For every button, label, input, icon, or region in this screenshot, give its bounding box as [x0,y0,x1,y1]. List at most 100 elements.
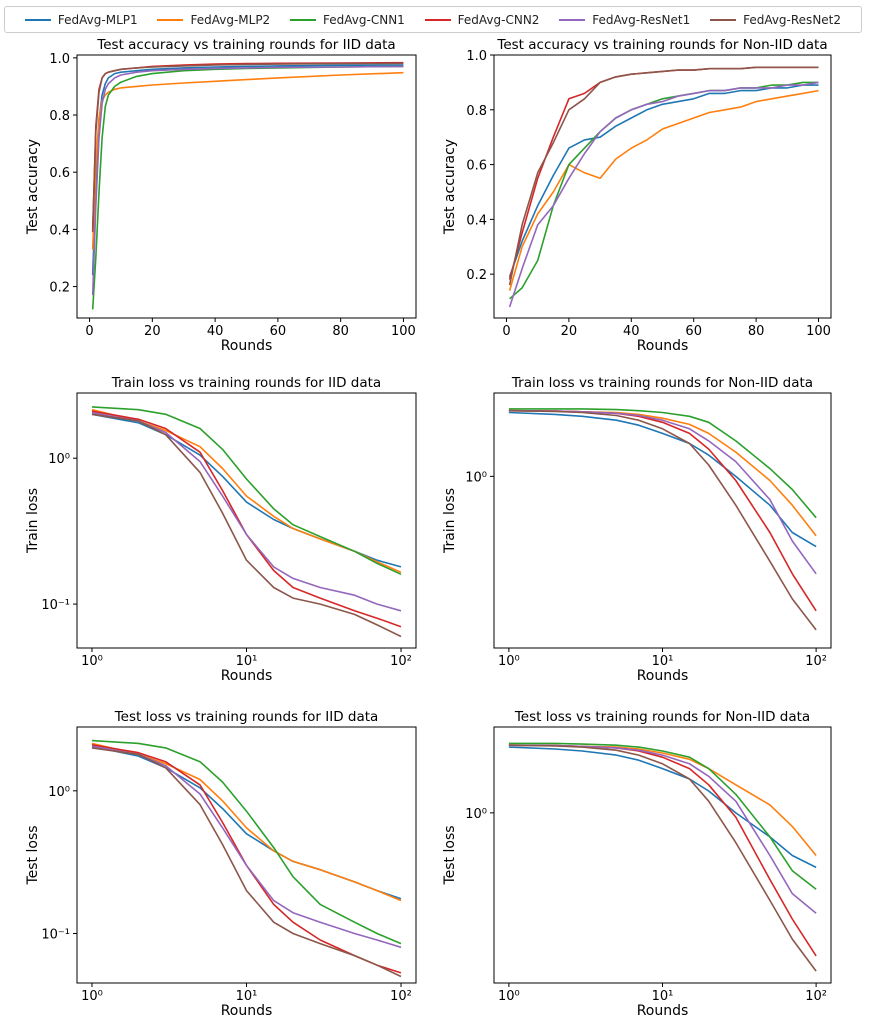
chart-panel: 10⁰ 10¹ 10² 10⁻¹ 10⁰ Test loss vs training ro… [25,709,417,1019]
chart-panel: 10⁰ 10¹ 10² 10⁻¹ 10⁰ Train loss vs training r… [25,375,417,684]
y-axis-label: Test loss [442,825,458,885]
series-line-fedavg-mlp2 [508,744,817,857]
legend-swatch [424,18,451,21]
y-axis-label: Test loss [25,825,41,885]
series-line-fedavg-resnet1 [91,745,402,949]
chart-title: Train loss vs training rounds for Non-II… [511,375,813,391]
x-tick-label: 10² [390,654,412,669]
x-tick-label: 0 [502,324,510,339]
series-line-fedavg-mlp1 [91,64,404,276]
series-line-fedavg-mlp1 [508,84,819,278]
x-tick-label: 80 [332,324,349,339]
x-tick-label: 60 [270,324,287,339]
series-line-fedavg-resnet2 [91,747,402,978]
y-tick-label: 10⁰ [48,452,70,467]
y-tick-label: 10⁻¹ [41,928,70,943]
y-tick-label: 0.2 [466,268,487,283]
x-tick-label: 10² [805,654,827,669]
legend-swatch [290,18,317,21]
legend-label: FedAvg-CNN1 [323,12,405,27]
chart-panel: 10⁰ 10¹ 10² 10⁰ Train loss vs training round… [442,375,832,684]
axes-frame [76,54,417,319]
x-tick-label: 10² [390,989,412,1004]
y-tick-label: 1.0 [466,49,487,64]
series-line-fedavg-cnn1 [91,65,404,310]
legend-item-mlp1: FedAvg-MLP1 [24,13,138,27]
series-line-fedavg-resnet2 [508,409,817,631]
chart-panel: 0 20 40 60 80 100 0.2 0.4 0.6 0.8 1.0 Test accuracy… [442,37,832,354]
y-axis-label: Test accuracy [25,139,41,235]
series-line-fedavg-cnn2 [91,410,402,628]
series-line-fedavg-cnn1 [508,408,817,519]
y-tick-label: 0.4 [49,223,70,238]
x-tick-label: 10⁰ [81,989,103,1004]
legend-swatch [559,18,586,21]
y-axis-label: Test accuracy [442,139,458,235]
y-tick-label: 10⁰ [465,470,487,485]
chart-title: Train loss vs training rounds for IID da… [111,375,381,391]
legend-item-cnn2: FedAvg-CNN2 [424,12,540,27]
legend-label: FedAvg-MLP2 [190,12,271,27]
series-group [508,408,817,631]
x-tick-label: 40 [623,324,640,339]
series-line-fedavg-resnet1 [91,65,404,296]
legend: FedAvg-MLP1 FedAvg-MLP2 FedAvg-CNN1 FedA… [4,6,862,33]
axes-frame [76,726,417,984]
y-tick-label: 0.2 [49,281,70,296]
x-axis-label: Rounds [637,1003,689,1019]
series-line-fedavg-resnet2 [91,62,404,233]
series-line-fedavg-cnn2 [508,744,817,957]
chart-title: Test loss vs training rounds for Non-IID… [514,709,810,725]
y-tick-label: 0.6 [49,166,70,181]
chart-panel: 10⁰ 10¹ 10² 10⁰ Test loss vs training rounds… [442,709,832,1019]
x-axis-label: Rounds [637,338,689,354]
series-line-fedavg-cnn1 [509,81,819,300]
series-line-fedavg-mlp1 [508,411,817,548]
axes-frame [493,54,832,319]
x-tick-label: 10² [805,989,827,1004]
y-tick-label: 0.8 [466,104,487,119]
x-tick-label: 10¹ [652,654,674,669]
y-tick-label: 10⁻¹ [41,598,70,613]
legend-item-mlp2: FedAvg-MLP2 [157,13,270,27]
x-tick-label: 60 [685,324,702,339]
x-axis-label: Rounds [637,668,689,684]
x-tick-label: 10¹ [236,989,258,1004]
series-line-fedavg-mlp1 [91,745,402,900]
series-line-fedavg-cnn2 [508,409,817,612]
y-axis-label: Train loss [442,488,458,554]
legend-label: FedAvg-CNN2 [457,12,540,27]
x-tick-label: 10¹ [652,989,674,1004]
x-tick-label: 10⁰ [81,654,103,669]
series-line-fedavg-cnn1 [91,406,402,576]
series-line-fedavg-mlp2 [91,742,402,902]
chart-title: Test accuracy vs training rounds for Non… [496,37,827,53]
series-line-fedavg-mlp2 [508,89,819,291]
legend-item-resnet2: FedAvg-ResNet2 [710,13,841,27]
x-tick-label: 100 [806,324,831,339]
x-axis-label: Rounds [221,1003,273,1019]
chart-panel: 0 20 40 60 80 100 0.2 0.4 0.6 0.8 1.0 Test accuracy… [25,37,417,354]
series-line-fedavg-mlp1 [91,413,402,568]
series-line-fedavg-cnn2 [91,61,404,230]
x-tick-label: 10¹ [236,654,258,669]
x-axis-label: Rounds [221,668,273,684]
chart-title: Test accuracy vs training rounds for IID… [96,37,395,53]
series-line-fedavg-mlp1 [508,746,817,869]
series-line-fedavg-cnn1 [508,742,817,890]
legend-label: FedAvg-ResNet1 [592,12,691,27]
x-axis-label: Rounds [221,338,273,354]
series-group [91,61,404,310]
series-line-fedavg-resnet1 [508,409,817,575]
x-tick-label: 0 [85,324,93,339]
axes-frame [76,392,417,649]
y-tick-label: 10⁰ [48,785,70,800]
axes-frame [493,726,832,984]
series-group [91,406,402,638]
series-line-fedavg-cnn1 [91,739,402,945]
y-tick-label: 0.8 [49,109,70,124]
series-line-fedavg-resnet1 [508,81,819,308]
y-tick-label: 0.4 [466,213,487,228]
y-tick-label: 1.0 [49,52,70,67]
